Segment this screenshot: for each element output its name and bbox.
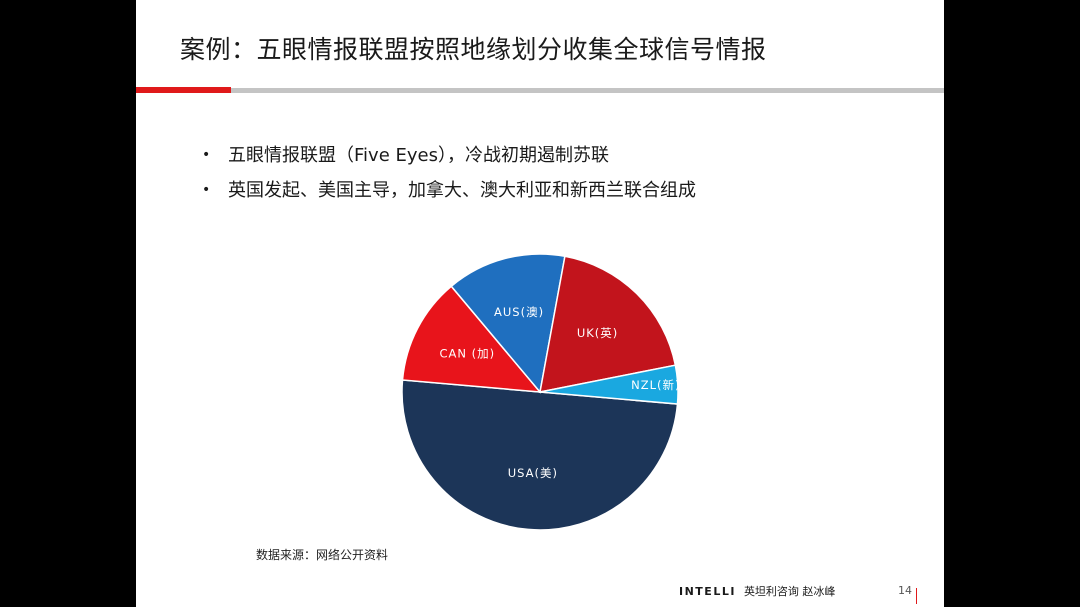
pie-slice-label: UK(英) <box>577 326 618 340</box>
page-tick <box>916 588 917 604</box>
brand-text: 英坦利咨询 赵冰峰 <box>743 585 836 598</box>
bullet-item: • 五眼情报联盟（Five Eyes），冷战初期遏制苏联 <box>202 138 696 173</box>
pie-slice <box>401 285 542 393</box>
slide: 案例：五眼情报联盟按照地缘划分收集全球信号情报 • 五眼情报联盟（Five Eye… <box>136 0 944 607</box>
data-source-note: 数据来源：网络公开资料 <box>256 548 389 562</box>
pie-slice <box>401 379 679 531</box>
bullet-icon: • <box>202 182 211 198</box>
bullet-text: 英国发起、美国主导，加拿大、澳大利亚和新西兰联合组成 <box>228 180 696 201</box>
slide-title: 案例：五眼情报联盟按照地缘划分收集全球信号情报 <box>180 35 767 64</box>
pie-slice <box>539 255 677 393</box>
pie-slice <box>450 253 566 394</box>
title-divider <box>136 88 944 93</box>
pie-slice-label: USA(美) <box>508 466 558 480</box>
pie-slice-label: NZL(新) <box>631 378 680 392</box>
bullet-text: 五眼情报联盟（Five Eyes），冷战初期遏制苏联 <box>228 145 609 166</box>
pie-chart: USA(美) CAN (加) AUS(澳) UK(英) NZL(新) <box>401 253 680 531</box>
brand-logo: INTELLI <box>679 585 736 598</box>
pie-slice-label: CAN (加) <box>439 347 495 361</box>
bullet-list: • 五眼情报联盟（Five Eyes），冷战初期遏制苏联 • 英国发起、美国主导，加… <box>202 138 696 208</box>
brand-footer: INTELLI 英坦利咨询 赵冰峰 <box>679 583 835 599</box>
page-number: 14 <box>898 584 912 597</box>
bullet-icon: • <box>202 147 211 163</box>
pie-slice-label: AUS(澳) <box>494 305 544 319</box>
pie-slice <box>539 364 679 405</box>
bullet-item: • 英国发起、美国主导，加拿大、澳大利亚和新西兰联合组成 <box>202 173 696 208</box>
title-divider-accent <box>136 87 231 93</box>
